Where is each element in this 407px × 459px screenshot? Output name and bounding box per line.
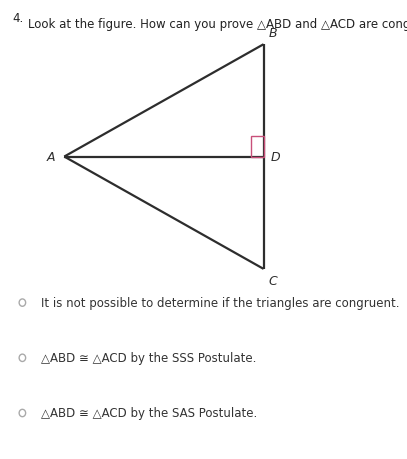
Text: It is not possible to determine if the triangles are congruent.: It is not possible to determine if the t…	[41, 297, 399, 309]
Bar	[251, 136, 264, 157]
Text: D: D	[271, 151, 280, 164]
Text: A: A	[47, 151, 55, 164]
Text: B: B	[269, 27, 277, 39]
Text: 4.: 4.	[12, 11, 24, 24]
Text: C: C	[269, 275, 277, 288]
Text: △ABD ≅ △ACD by the SAS Postulate.: △ABD ≅ △ACD by the SAS Postulate.	[41, 407, 257, 420]
Text: Look at the figure. How can you prove △ABD and △ACD are congruent?: Look at the figure. How can you prove △A…	[28, 18, 407, 31]
Text: △ABD ≅ △ACD by the SSS Postulate.: △ABD ≅ △ACD by the SSS Postulate.	[41, 352, 256, 364]
